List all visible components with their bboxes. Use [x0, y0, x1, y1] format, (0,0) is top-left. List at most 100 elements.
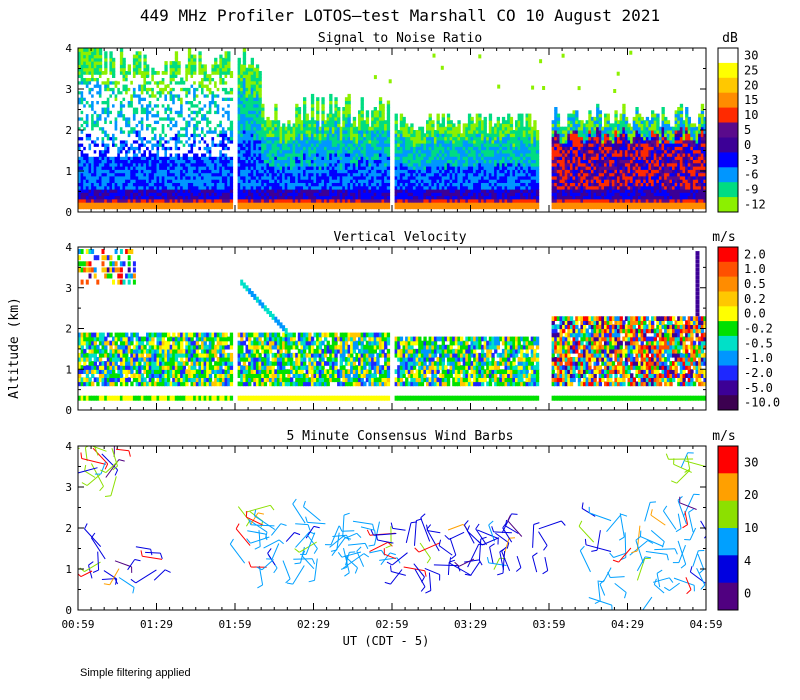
snr-cell — [122, 179, 126, 183]
snr-cell — [339, 195, 343, 200]
snr-cell — [201, 87, 205, 92]
snr-cell — [185, 156, 189, 160]
snr-cell — [321, 205, 325, 210]
snr-cell — [201, 80, 205, 85]
snr-cell — [297, 120, 302, 124]
snr-cell — [211, 182, 215, 187]
snr-cell — [153, 139, 158, 144]
snr-cell — [174, 130, 179, 134]
snr-cell — [410, 202, 414, 206]
snr-cell — [201, 71, 205, 75]
snr-cell — [276, 126, 281, 131]
snr-cell — [206, 205, 210, 210]
snr-cell — [224, 107, 228, 111]
snr-cell — [177, 169, 181, 174]
snr-cell — [441, 198, 445, 203]
snr-cell — [344, 139, 349, 144]
snr-cell — [308, 139, 312, 144]
snr-cell — [206, 103, 210, 108]
snr-cell — [78, 51, 82, 56]
snr-cell — [132, 90, 137, 95]
snr-cell — [250, 153, 254, 157]
snr-cell — [146, 107, 150, 111]
snr-cell — [439, 182, 443, 187]
snr-cell — [180, 87, 184, 92]
snr-cell — [132, 107, 137, 111]
snr-cell — [334, 139, 338, 144]
snr-cell — [300, 185, 304, 190]
snr-cell — [185, 182, 189, 187]
snr-cell — [378, 139, 383, 144]
snr-cell — [318, 133, 322, 138]
snr-cell — [368, 185, 372, 190]
snr-cell — [441, 159, 445, 164]
snr-cell — [177, 87, 181, 92]
snr-cell — [423, 202, 427, 206]
snr-cell — [250, 189, 254, 193]
snr-cell — [339, 133, 343, 138]
snr-cell — [342, 146, 346, 151]
snr-cell — [305, 133, 309, 138]
snr-cell — [80, 133, 84, 138]
snr-cell — [373, 159, 377, 164]
snr-cell — [292, 195, 296, 200]
snr-cell — [143, 146, 147, 151]
snr-cell — [420, 146, 425, 151]
snr-cell — [114, 97, 118, 101]
snr-cell — [271, 143, 275, 147]
snr-cell — [195, 100, 200, 105]
snr-cell — [88, 172, 92, 177]
snr-cell — [439, 156, 443, 160]
snr-cell — [355, 159, 359, 164]
snr-cell — [208, 74, 213, 78]
snr-cell — [436, 123, 440, 128]
snr-cell — [88, 205, 92, 210]
snr-cell — [93, 80, 97, 85]
snr-cell — [242, 97, 247, 101]
snr-cell — [146, 133, 150, 138]
snr-cell — [161, 202, 165, 206]
snr-cell — [313, 205, 317, 210]
snr-cell — [258, 71, 262, 75]
snr-cell — [140, 143, 145, 147]
snr-cell — [365, 189, 370, 193]
snr-cell — [428, 162, 432, 167]
snr-cell — [365, 179, 370, 183]
snr-cell — [253, 205, 257, 210]
snr-cell — [290, 189, 294, 193]
snr-cell — [83, 80, 87, 85]
snr-cell — [156, 205, 160, 210]
snr-cell — [91, 192, 95, 197]
snr-cell — [106, 143, 111, 147]
snr-cell — [146, 146, 150, 151]
snr-cell — [242, 120, 247, 124]
snr-cell — [410, 175, 414, 180]
snr-cell — [381, 120, 385, 124]
snr-cell — [287, 205, 291, 210]
snr-cell — [402, 166, 406, 170]
snr-cell — [263, 156, 268, 160]
snr-cell — [138, 90, 142, 95]
snr-cell — [164, 162, 168, 167]
snr-cell — [216, 130, 220, 134]
snr-cell — [261, 159, 265, 164]
snr-cell — [303, 123, 307, 128]
snr-cell — [337, 169, 341, 174]
snr-cell — [114, 143, 118, 147]
snr-cell — [96, 61, 100, 65]
snr-cell — [98, 159, 103, 164]
snr-cell — [423, 172, 427, 177]
snr-cell — [326, 189, 330, 193]
snr-cell — [378, 182, 383, 187]
snr-cell — [164, 103, 168, 108]
snr-cell — [402, 192, 406, 197]
snr-cell — [193, 156, 197, 160]
snr-cell — [342, 153, 346, 157]
snr-cell — [195, 97, 200, 101]
snr-cell — [114, 103, 118, 108]
snr-cell — [363, 169, 367, 174]
snr-cell — [156, 198, 160, 203]
snr-cell — [261, 192, 265, 197]
snr-cell — [224, 195, 228, 200]
snr-cell — [161, 84, 165, 88]
